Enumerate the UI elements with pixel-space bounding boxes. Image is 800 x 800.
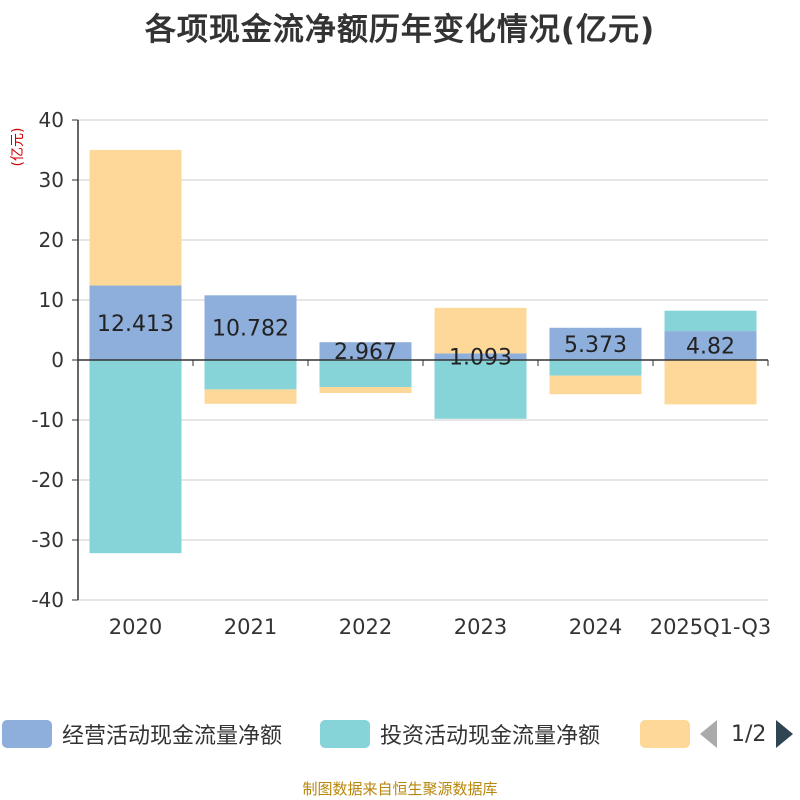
bar-2023-series-1 <box>434 360 527 419</box>
bar-2023-series-2 <box>434 307 527 354</box>
y-axis-label: (亿元) <box>10 128 26 167</box>
legend-swatch-financing <box>640 720 690 748</box>
y-tick-label: -20 <box>31 468 64 492</box>
y-tick-label: 30 <box>39 168 64 192</box>
y-tick-label: -30 <box>31 528 64 552</box>
legend-swatch-investing <box>320 720 370 748</box>
bar-2024-series-1 <box>549 360 642 376</box>
data-label-2021: 10.782 <box>212 317 289 342</box>
bar-2020-series-2 <box>89 149 182 286</box>
bar-2021-series-0 <box>204 295 297 360</box>
bar-2023-series-0 <box>434 353 527 360</box>
legend-item-investing[interactable]: 投资活动现金流量净额 <box>320 716 600 752</box>
data-label-2020: 12.413 <box>97 312 174 337</box>
legend-pager: 1/2 <box>700 716 794 752</box>
legend-label-operating: 经营活动现金流量净额 <box>62 724 283 749</box>
data-label-2024: 5.373 <box>564 333 627 358</box>
bar-2025Q1-Q3-series-2 <box>664 360 757 405</box>
bar-2020-series-0 <box>89 285 182 360</box>
bar-2024-series-2 <box>549 375 642 395</box>
y-tick-label: 20 <box>39 228 64 252</box>
bar-2022-series-2 <box>319 387 412 393</box>
data-label-2025Q1-Q3: 4.82 <box>686 335 735 360</box>
legend: 经营活动现金流量净额 投资活动现金流量净额 <box>0 716 800 752</box>
x-tick-label: 2025Q1-Q3 <box>650 615 772 639</box>
y-tick-label: 10 <box>39 288 64 312</box>
x-tick-label: 2021 <box>224 615 277 639</box>
y-tick-label: -10 <box>31 408 64 432</box>
x-tick-label: 2023 <box>454 615 507 639</box>
y-tick-label: 40 <box>39 108 64 132</box>
data-label-2022: 2.967 <box>334 340 397 365</box>
y-tick-label: 0 <box>51 348 64 372</box>
legend-item-operating[interactable]: 经营活动现金流量净额 <box>2 716 282 752</box>
y-tick-label: -40 <box>31 588 64 612</box>
legend-next-page-icon[interactable] <box>776 720 794 748</box>
bar-2022-series-1 <box>319 360 412 387</box>
bar-2021-series-1 <box>204 360 297 390</box>
legend-prev-page-icon[interactable] <box>700 720 717 748</box>
x-tick-label: 2020 <box>109 615 162 639</box>
bar-2022-series-0 <box>319 342 412 360</box>
bar-2025Q1-Q3-series-0 <box>664 331 757 360</box>
legend-page-indicator: 1/2 <box>731 721 767 747</box>
chart-title: 各项现金流净额历年变化情况(亿元) <box>144 12 656 48</box>
bar-2020-series-1 <box>89 360 182 554</box>
data-source-note: 制图数据来自恒生聚源数据库 <box>302 780 498 798</box>
bar-2021-series-2 <box>204 389 297 404</box>
x-tick-label: 2024 <box>569 615 622 639</box>
legend-label-investing: 投资活动现金流量净额 <box>380 724 601 749</box>
data-label-2023: 1.093 <box>449 346 512 371</box>
bar-2025Q1-Q3-series-1 <box>664 310 757 332</box>
chart: -40 -30 -20 -10 0 10 20 30 40 (亿元) 12.413 10.782 2.9… <box>10 108 772 639</box>
legend-swatch-operating <box>2 720 52 748</box>
x-tick-label: 2022 <box>339 615 392 639</box>
bar-2024-series-0 <box>549 327 642 360</box>
legend-item-financing[interactable] <box>640 716 700 752</box>
